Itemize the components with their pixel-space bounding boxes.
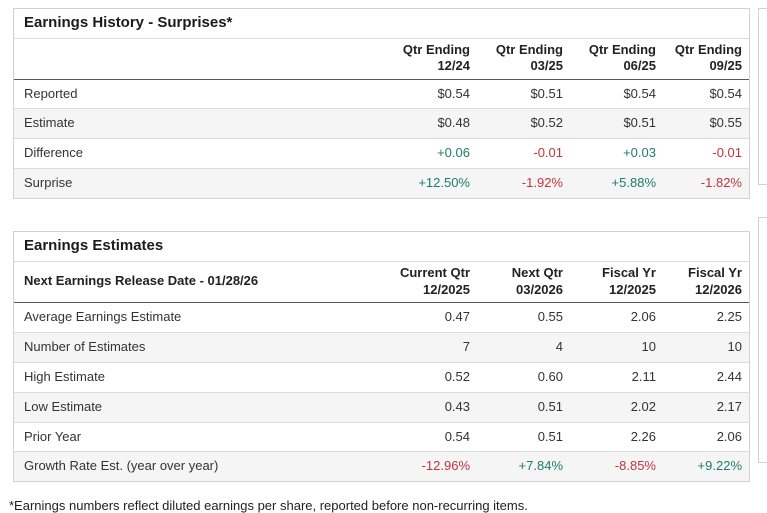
- row-label: Low Estimate: [14, 391, 377, 422]
- table-row-average-earnings-estimate: Average Earnings Estimate 0.47 0.55 2.06…: [14, 302, 749, 332]
- estimates-column-header: Current Qtr 12/2025: [377, 262, 470, 303]
- estimates-column-header: Fiscal Yr 12/2025: [563, 262, 656, 303]
- column-header-line1: Current Qtr: [399, 265, 470, 281]
- value-cell: 0.60: [470, 361, 563, 393]
- table-row-estimate: Estimate $0.48 $0.52 $0.51 $0.55: [14, 108, 749, 139]
- earnings-estimates-card: Earnings Estimates Next Earnings Release…: [13, 231, 750, 483]
- history-header-spacer: [14, 39, 377, 80]
- value-cell-negative: -1.92%: [470, 168, 563, 199]
- table-row-reported: Reported $0.54 $0.51 $0.54 $0.54: [14, 79, 749, 109]
- value-cell: 2.26: [563, 421, 656, 452]
- value-cell: 4: [470, 331, 563, 363]
- value-cell: $0.51: [563, 108, 656, 139]
- column-header-line1: Qtr Ending: [402, 42, 470, 57]
- column-header-line2: 12/2025: [423, 281, 470, 297]
- value-cell: 2.06: [630, 308, 656, 324]
- value-cell-positive: +7.84%: [470, 451, 563, 482]
- value-cell: $0.54: [437, 85, 470, 101]
- history-header-row: Qtr Ending 12/24 Qtr Ending 03/25 Qtr Endi…: [14, 39, 749, 80]
- value-cell: 10: [656, 331, 749, 363]
- value-cell: 0.51: [470, 421, 563, 452]
- history-column-header: Qtr Ending 12/24: [377, 39, 470, 80]
- column-header-line2: 12/24: [437, 58, 470, 74]
- table-row-high-estimate: High Estimate 0.52 0.60 2.11 2.44: [14, 361, 749, 393]
- adjacent-panel-edge-top: [758, 8, 767, 185]
- value-cell: 0.55: [537, 308, 563, 324]
- row-label: Average Earnings Estimate: [24, 308, 182, 324]
- history-column-header: Qtr Ending 03/25: [470, 39, 563, 80]
- value-cell-positive: +5.88%: [563, 168, 656, 199]
- column-header-line1: Qtr Ending: [588, 42, 656, 57]
- table-row-prior-year: Prior Year 0.54 0.51 2.26 2.06: [14, 421, 749, 452]
- history-column-header: Qtr Ending 09/25: [656, 39, 749, 80]
- value-cell: 10: [563, 331, 656, 363]
- next-earnings-release-date: Next Earnings Release Date - 01/28/26: [14, 262, 377, 303]
- row-label: Reported: [24, 85, 78, 101]
- column-header-line2: 03/25: [530, 58, 563, 74]
- table-row-low-estimate: Low Estimate 0.43 0.51 2.02 2.17: [14, 391, 749, 422]
- value-cell: 0.52: [377, 361, 470, 393]
- column-header-line2: 12/2026: [695, 281, 742, 297]
- column-header-line1: Fiscal Yr: [602, 265, 656, 281]
- estimates-header-row: Next Earnings Release Date - 01/28/26 Cu…: [14, 262, 749, 303]
- column-header-line1: Fiscal Yr: [688, 265, 742, 281]
- column-header-line1: Next Qtr: [511, 265, 563, 281]
- value-cell: $0.48: [377, 108, 470, 139]
- value-cell-positive: +0.06: [377, 138, 470, 169]
- value-cell-positive: +12.50%: [377, 168, 470, 199]
- value-cell: 2.06: [656, 421, 749, 452]
- value-cell: 0.51: [470, 391, 563, 422]
- adjacent-panel-edge-bottom: [758, 217, 767, 463]
- value-cell-negative: -0.01: [470, 138, 563, 169]
- value-cell: $0.54: [709, 85, 742, 101]
- earnings-estimates-title: Earnings Estimates: [14, 232, 749, 263]
- table-row-growth-rate: Growth Rate Est. (year over year) -12.96…: [14, 451, 749, 482]
- value-cell: 0.47: [444, 308, 470, 324]
- value-cell: $0.55: [656, 108, 749, 139]
- value-cell-positive: +0.03: [563, 138, 656, 169]
- value-cell: 2.11: [563, 361, 656, 393]
- value-cell: $0.51: [530, 85, 563, 101]
- column-header-line2: 09/25: [709, 58, 742, 74]
- value-cell: $0.52: [470, 108, 563, 139]
- column-header-line2: 12/2025: [609, 281, 656, 297]
- earnings-history-title: Earnings History - Surprises*: [14, 9, 749, 39]
- table-row-number-of-estimates: Number of Estimates 7 4 10 10: [14, 331, 749, 363]
- earnings-history-card: Earnings History - Surprises* Qtr Ending…: [13, 8, 750, 200]
- value-cell: 2.17: [656, 391, 749, 422]
- column-header-line1: Qtr Ending: [495, 42, 563, 57]
- value-cell: 0.54: [377, 421, 470, 452]
- earnings-history-table: Qtr Ending 12/24 Qtr Ending 03/25 Qtr Endi…: [14, 39, 749, 199]
- row-label: High Estimate: [14, 361, 377, 393]
- row-label: Surprise: [14, 168, 377, 199]
- value-cell-negative: -0.01: [656, 138, 749, 169]
- earnings-footnote: *Earnings numbers reflect diluted earnin…: [9, 498, 528, 513]
- table-row-difference: Difference +0.06 -0.01 +0.03 -0.01: [14, 138, 749, 169]
- earnings-estimates-table: Next Earnings Release Date - 01/28/26 Cu…: [14, 262, 749, 482]
- column-header-line2: 06/25: [623, 58, 656, 74]
- row-label: Prior Year: [14, 421, 377, 452]
- column-header-line2: 03/2026: [516, 281, 563, 297]
- value-cell-negative: -1.82%: [656, 168, 749, 199]
- value-cell: 2.44: [656, 361, 749, 393]
- row-label: Difference: [14, 138, 377, 169]
- value-cell: $0.54: [623, 85, 656, 101]
- value-cell: 0.43: [377, 391, 470, 422]
- value-cell-negative: -12.96%: [377, 451, 470, 482]
- table-row-surprise: Surprise +12.50% -1.92% +5.88% -1.82%: [14, 168, 749, 199]
- value-cell-positive: +9.22%: [656, 451, 749, 482]
- history-column-header: Qtr Ending 06/25: [563, 39, 656, 80]
- row-label: Number of Estimates: [14, 331, 377, 363]
- value-cell: 2.02: [563, 391, 656, 422]
- value-cell-negative: -8.85%: [563, 451, 656, 482]
- estimates-column-header: Next Qtr 03/2026: [470, 262, 563, 303]
- estimates-column-header: Fiscal Yr 12/2026: [656, 262, 749, 303]
- value-cell: 2.25: [716, 308, 742, 324]
- value-cell: 7: [377, 331, 470, 363]
- row-label: Growth Rate Est. (year over year): [14, 451, 377, 482]
- row-label: Estimate: [14, 108, 377, 139]
- column-header-line1: Qtr Ending: [674, 42, 742, 57]
